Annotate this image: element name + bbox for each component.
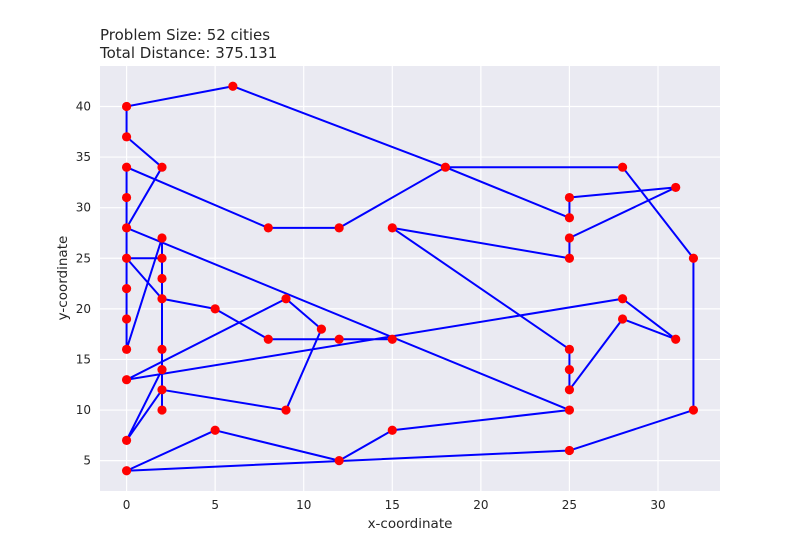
x-axis-label: x-coordinate [368, 516, 453, 532]
city-point [121, 101, 132, 112]
grid-lines [100, 66, 720, 491]
plot-area [100, 66, 720, 491]
city-point [564, 445, 575, 456]
city-point [281, 294, 291, 304]
y-tick-label: 15 [76, 352, 91, 366]
city-point [387, 425, 397, 435]
city-point [688, 253, 699, 263]
route-path [125, 85, 695, 472]
route-line [125, 85, 695, 472]
x-tick-labels: 0 5 10 15 20 25 30 [123, 498, 666, 512]
x-tick-label: 10 [296, 498, 311, 512]
city-point [157, 162, 167, 172]
city-point [157, 273, 167, 284]
y-tick-label: 35 [76, 150, 91, 164]
x-tick-label: 0 [123, 498, 131, 512]
city-point [121, 284, 132, 294]
city-point [334, 456, 344, 466]
city-point [564, 253, 575, 263]
city-point [121, 223, 132, 233]
city-point [210, 425, 220, 435]
city-point [564, 405, 575, 415]
city-point [334, 223, 344, 233]
city-point [387, 334, 397, 344]
city-point [157, 233, 167, 243]
city-point [157, 364, 167, 375]
city-point [387, 223, 397, 233]
x-tick-label: 30 [650, 498, 665, 512]
y-tick-label: 10 [76, 403, 91, 417]
y-tick-label: 25 [76, 251, 91, 265]
city-point [121, 375, 132, 385]
y-tick-labels: 5 10 15 20 25 30 35 40 [76, 99, 91, 467]
city-point [440, 162, 451, 172]
city-point [121, 344, 132, 354]
city-point [210, 304, 220, 314]
city-point [334, 334, 344, 344]
city-point [157, 385, 167, 395]
x-tick-label: 5 [211, 498, 219, 512]
city-point [121, 192, 132, 203]
city-point [564, 385, 575, 395]
city-point [121, 132, 132, 142]
city-point [564, 192, 575, 203]
city-point [263, 334, 273, 344]
city-point [671, 182, 681, 193]
city-point [564, 233, 575, 243]
city-point [121, 435, 132, 446]
y-tick-label: 40 [76, 99, 91, 113]
city-point [671, 334, 681, 344]
city-point [617, 314, 628, 324]
x-tick-label: 25 [562, 498, 577, 512]
city-point [316, 324, 327, 334]
y-tick-label: 30 [76, 201, 91, 215]
city-point [121, 253, 132, 263]
city-point [617, 162, 628, 172]
city-point [157, 294, 167, 304]
city-point [688, 405, 699, 415]
city-markers [121, 81, 699, 476]
city-point [157, 344, 167, 354]
city-point [617, 294, 628, 304]
city-point [157, 405, 167, 415]
city-point [263, 223, 273, 233]
city-point [564, 213, 575, 223]
chart-title-line-1: Problem Size: 52 cities [100, 26, 270, 44]
x-tick-label: 15 [385, 498, 400, 512]
chart-title-line-2: Total Distance: 375.131 [99, 44, 277, 62]
city-point [121, 162, 132, 172]
city-point [121, 314, 132, 324]
x-tick-label: 20 [473, 498, 488, 512]
city-point [564, 364, 575, 375]
city-point [281, 405, 291, 415]
city-point [564, 344, 575, 354]
y-axis-label: y-coordinate [55, 236, 71, 321]
y-tick-label: 5 [83, 454, 91, 468]
city-point [228, 81, 238, 91]
city-point [121, 466, 132, 476]
y-tick-label: 20 [76, 302, 91, 316]
city-point [157, 253, 167, 263]
